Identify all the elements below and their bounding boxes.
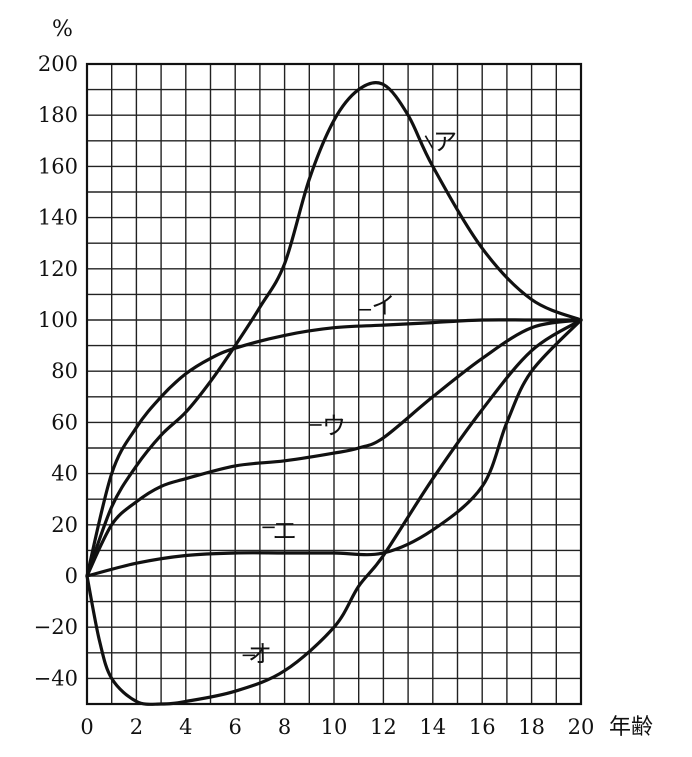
x-tick-label: 0 <box>80 715 93 739</box>
y-tick-label: 80 <box>51 359 78 383</box>
x-tick-labels: 0 2 4 6 8 10 12 14 16 18 20 <box>80 715 594 739</box>
series-o-line <box>85 318 583 706</box>
plot-frame <box>85 62 583 706</box>
series-leaders <box>242 135 434 657</box>
x-axis-label: 年齢 <box>609 715 653 740</box>
x-tick-label: 16 <box>469 715 496 739</box>
x-tick-label: 14 <box>419 715 446 739</box>
y-tick-label: 200 <box>38 52 78 76</box>
y-tick-label: 40 <box>51 462 78 486</box>
series-e-line <box>85 318 583 578</box>
x-tick-label: 10 <box>321 715 348 739</box>
series-label-u: ウ <box>322 412 346 440</box>
series-u-line <box>85 318 583 578</box>
y-tick-label: 120 <box>38 257 78 281</box>
x-tick-label: 2 <box>130 715 143 739</box>
series-i-line <box>85 318 583 578</box>
series-label-a: ア <box>433 128 457 156</box>
series-label-o: オ <box>248 640 272 668</box>
x-tick-label: 8 <box>278 715 291 739</box>
grid <box>87 64 581 704</box>
x-tick-label: 20 <box>568 715 595 739</box>
y-tick-label: 100 <box>38 308 78 332</box>
x-tick-label: 6 <box>229 715 242 739</box>
y-tick-label: 0 <box>65 564 78 588</box>
y-axis-label: % <box>52 17 73 42</box>
x-tick-label: 18 <box>518 715 545 739</box>
series-label-e: エ <box>273 517 297 545</box>
y-tick-label: −20 <box>34 615 78 639</box>
y-tick-label: 60 <box>51 410 78 434</box>
series-label-i: イ <box>371 292 395 320</box>
label-leader-line <box>424 135 434 149</box>
series-curves <box>85 81 583 706</box>
x-tick-label: 4 <box>179 715 192 739</box>
y-tick-label: 20 <box>51 513 78 537</box>
x-tick-label: 12 <box>370 715 397 739</box>
y-tick-label: 180 <box>38 103 78 127</box>
y-tick-label: −40 <box>34 666 78 690</box>
series-a-line <box>85 81 583 578</box>
y-tick-label: 140 <box>38 206 78 230</box>
y-tick-label: 160 <box>38 154 78 178</box>
